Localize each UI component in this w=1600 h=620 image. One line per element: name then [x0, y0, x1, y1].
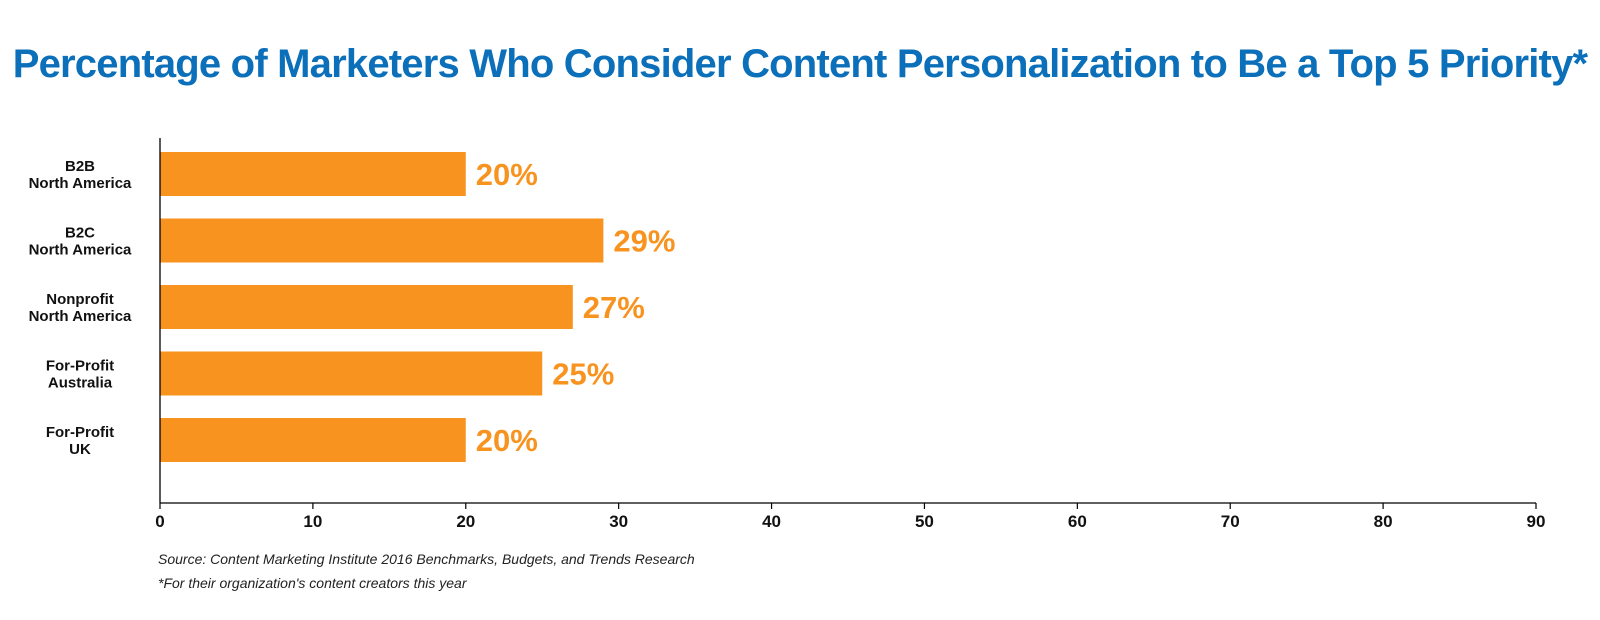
x-tick-label: 30 [609, 512, 628, 531]
x-tick-label: 70 [1221, 512, 1240, 531]
x-tick-label: 80 [1374, 512, 1393, 531]
source-note: Source: Content Marketing Institute 2016… [158, 551, 695, 567]
data-label: 20% [476, 157, 538, 192]
data-label: 20% [476, 423, 538, 458]
bar [160, 152, 466, 196]
category-label: B2C North America [29, 225, 132, 259]
data-label: 29% [613, 224, 675, 259]
x-tick-label: 20 [456, 512, 475, 531]
data-label: 27% [583, 290, 645, 325]
category-label: For-Profit UK [46, 424, 114, 458]
bar [160, 418, 466, 462]
category-label: B2B North America [29, 158, 132, 192]
bar [160, 218, 604, 263]
x-tick-label: 0 [155, 512, 164, 531]
x-tick-label: 10 [303, 512, 322, 531]
chart-title: Percentage of Marketers Who Consider Con… [12, 42, 1588, 86]
footnote: *For their organization's content creato… [158, 575, 467, 591]
bar [160, 351, 543, 396]
x-tick-label: 40 [762, 512, 781, 531]
x-tick-label: 90 [1527, 512, 1546, 531]
x-tick-label: 50 [915, 512, 934, 531]
data-label: 25% [552, 357, 614, 392]
bar [160, 285, 573, 329]
x-tick-label: 60 [1068, 512, 1087, 531]
category-label: For-Profit Australia [46, 358, 114, 392]
category-label: Nonprofit North America [29, 291, 132, 325]
